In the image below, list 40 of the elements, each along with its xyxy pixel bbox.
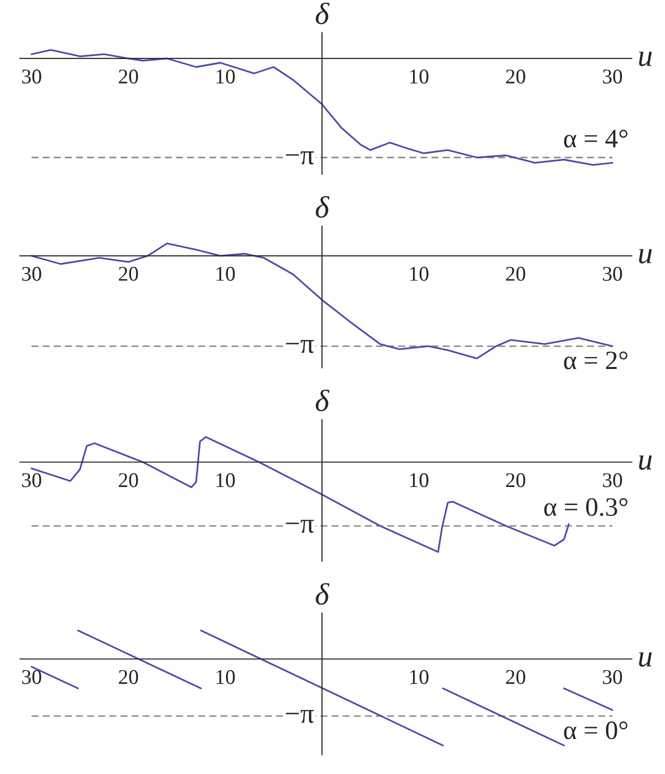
x-tick-label: 30: [602, 266, 622, 281]
ref-line-label: −π: [286, 151, 314, 164]
y-axis-title: δ: [316, 583, 330, 605]
x-tick-label: 30: [22, 473, 42, 488]
x-tick-label: 10: [410, 70, 428, 84]
x-tick-label: 20: [506, 670, 526, 684]
x-tick-label: 20: [506, 70, 526, 84]
y-axis-title: δ: [316, 196, 330, 218]
x-tick-label: 30: [602, 473, 622, 488]
x-tick-label: 10: [216, 473, 235, 488]
x-tick-label: 20: [506, 473, 526, 488]
x-tick-label: 20: [118, 266, 138, 281]
ref-line-label: −π: [286, 710, 314, 724]
x-axis-title: u: [639, 52, 652, 66]
x-tick-label: 20: [506, 266, 526, 281]
ref-line-label: −π: [286, 520, 314, 533]
x-tick-label: 20: [118, 670, 138, 684]
ref-line-label: −π: [286, 340, 314, 354]
x-tick-label: 30: [22, 266, 42, 281]
annotation: α = 0°: [564, 721, 628, 740]
x-tick-label: 10: [410, 473, 428, 488]
x-tick-label: 10: [410, 266, 428, 281]
x-tick-label: 10: [410, 670, 428, 684]
x-tick-label: 30: [602, 670, 622, 684]
annotation: α = 0.3°: [544, 498, 628, 516]
x-axis-title: u: [639, 249, 652, 264]
x-axis-title: u: [639, 652, 652, 667]
x-tick-label: 30: [602, 70, 622, 84]
annotation: α = 4°: [564, 130, 628, 148]
y-axis-title: δ: [316, 2, 330, 24]
x-tick-label: 10: [216, 266, 235, 281]
x-tick-label: 20: [118, 70, 138, 84]
annotation: α = 2°: [564, 351, 628, 370]
x-tick-label: 20: [118, 473, 138, 488]
x-tick-label: 30: [22, 70, 42, 84]
x-axis-title: u: [639, 455, 652, 470]
x-tick-label: 30: [22, 670, 42, 684]
x-tick-label: 10: [216, 70, 235, 84]
y-axis-title: δ: [316, 390, 330, 412]
x-tick-label: 10: [216, 670, 235, 684]
